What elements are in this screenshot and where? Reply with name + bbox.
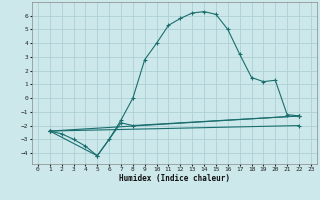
X-axis label: Humidex (Indice chaleur): Humidex (Indice chaleur) bbox=[119, 174, 230, 183]
